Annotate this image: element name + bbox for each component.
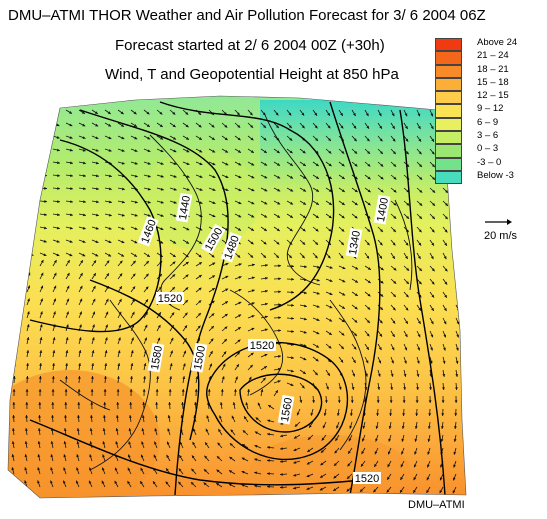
- wind-scale-label: 20 m/s: [484, 230, 518, 242]
- legend-row: -3 – 0: [435, 156, 545, 171]
- wind-scale-arrow-icon: [485, 219, 512, 225]
- legend-swatch: [435, 38, 462, 52]
- svg-text:1400: 1400: [375, 197, 391, 223]
- coastlines: [59, 114, 413, 471]
- legend-row: 3 – 6: [435, 130, 545, 145]
- svg-text:1440: 1440: [177, 195, 193, 221]
- domain-outline: [7, 95, 467, 499]
- legend-label: Above 24: [477, 37, 518, 48]
- legend-label: 6 – 9: [477, 116, 499, 128]
- legend-swatch: [435, 64, 462, 78]
- legend-row: Above 24: [435, 37, 545, 52]
- credit-label: DMU–ATMI: [408, 499, 465, 511]
- temperature-field: [8, 96, 466, 498]
- legend-row: 18 – 21: [435, 63, 545, 78]
- legend-swatch: [435, 104, 462, 118]
- legend-label: 0 – 3: [477, 143, 499, 155]
- page-title: DMU–ATMI THOR Weather and Air Pollution …: [8, 7, 486, 24]
- legend-label: 3 – 6: [477, 130, 499, 142]
- legend-row: 21 – 24: [435, 50, 545, 65]
- legend-label: -3 – 0: [477, 156, 502, 168]
- legend-swatch: [435, 131, 462, 145]
- legend-swatch: [435, 51, 462, 65]
- legend-swatch: [435, 157, 462, 171]
- legend-row: 0 – 3: [435, 143, 545, 158]
- legend-row: Below -3: [435, 169, 545, 185]
- svg-text:1520: 1520: [158, 293, 182, 305]
- legend-swatch: [435, 170, 462, 185]
- forecast-start: Forecast started at 2/ 6 2004 00Z (+30h): [115, 37, 385, 54]
- legend-swatch: [435, 91, 462, 105]
- legend-swatch: [435, 117, 462, 132]
- legend-row: 9 – 12: [435, 103, 545, 118]
- svg-text:1580: 1580: [149, 345, 165, 371]
- wind-arrows: [11, 109, 462, 494]
- legend-label: 9 – 12: [477, 103, 504, 115]
- legend-row: 15 – 18: [435, 76, 545, 92]
- legend-row: 6 – 9: [435, 116, 545, 132]
- contour-labels: 1440 1460 1480 1500 1520 1520 1560 1500 …: [137, 192, 391, 485]
- temperature-legend: Above 24 21 – 24 18 – 21 15 – 18 12 – 15 9 – …: [435, 37, 545, 185]
- legend-swatch: [435, 77, 462, 92]
- svg-text:1520: 1520: [355, 473, 379, 485]
- svg-text:1340: 1340: [347, 230, 363, 256]
- legend-label: Below -3: [477, 169, 514, 181]
- svg-text:1520: 1520: [250, 340, 274, 352]
- svg-text:1560: 1560: [279, 397, 295, 423]
- legend-row: 12 – 15: [435, 90, 545, 105]
- legend-label: 15 – 18: [477, 76, 509, 88]
- svg-text:1500: 1500: [192, 345, 208, 371]
- legend-swatch: [435, 144, 462, 158]
- legend-label: 21 – 24: [477, 50, 509, 62]
- legend-label: 12 – 15: [477, 90, 509, 102]
- field-description: Wind, T and Geopotential Height at 850 h…: [105, 66, 399, 83]
- legend-label: 18 – 21: [477, 63, 509, 75]
